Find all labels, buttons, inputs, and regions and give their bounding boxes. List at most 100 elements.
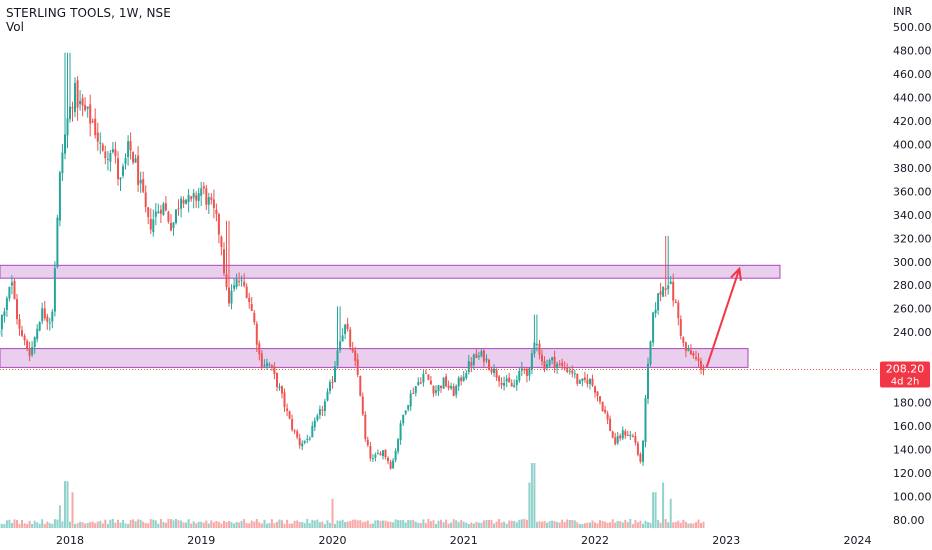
volume-bar: [16, 520, 18, 528]
candle: [48, 317, 51, 331]
x-axis: 2018 2019 2020 2021 2022 2023 2024: [56, 534, 872, 547]
x-tick-label: 2024: [844, 534, 872, 547]
candle: [349, 326, 352, 350]
candle: [649, 340, 652, 367]
volume-bar: [682, 519, 685, 528]
candle: [495, 368, 498, 381]
candle: [437, 384, 440, 396]
candle: [117, 151, 119, 186]
volume-bar: [528, 482, 531, 528]
candle: [258, 340, 261, 361]
candle: [667, 235, 670, 295]
candle: [472, 353, 475, 370]
volume-bar: [10, 523, 13, 528]
zone-support: [0, 348, 749, 368]
volume-bar: [81, 522, 84, 528]
candle: [162, 202, 165, 216]
candle: [513, 379, 516, 388]
volume-bar: [394, 519, 397, 528]
volume-bar: [301, 521, 304, 528]
candle: [596, 391, 599, 402]
volume-bar: [66, 481, 69, 528]
volume-bar: [159, 519, 162, 528]
volume-bar: [339, 520, 342, 528]
volume-bar: [409, 520, 412, 528]
volume-bar: [445, 519, 448, 528]
volume-bar: [689, 523, 692, 528]
volume-bar: [139, 519, 142, 528]
candle: [149, 208, 152, 234]
x-tick-label: 2019: [187, 534, 215, 547]
volume-bar: [599, 520, 601, 528]
candle: [270, 364, 273, 371]
candlestick-series: [0, 52, 705, 470]
volume-bar: [594, 522, 596, 528]
candle: [172, 222, 175, 236]
candle: [445, 373, 448, 388]
volume-bar: [452, 519, 455, 528]
candle: [397, 437, 400, 455]
volume-bar: [626, 522, 629, 528]
volume-bar: [187, 519, 190, 528]
candle: [177, 199, 180, 216]
y-axis: INR 80.00 100.00 120.00 140.00 160.00 180.00 24…: [893, 5, 932, 527]
volume-bar: [634, 520, 637, 528]
volume-bar: [455, 520, 458, 528]
volume-bar: [127, 523, 130, 528]
y-tick-label: 440.00: [893, 91, 932, 104]
candle: [308, 436, 311, 441]
y-tick-label: 480.00: [893, 45, 932, 58]
candle: [672, 273, 675, 307]
volume-bar: [235, 521, 238, 528]
volume-bar: [288, 523, 291, 528]
x-tick-label: 2023: [712, 534, 740, 547]
volume-bar: [402, 520, 405, 528]
candle: [450, 382, 453, 390]
last-price-value: 208.20: [886, 363, 925, 376]
volume-bar: [568, 520, 571, 528]
candle: [346, 317, 349, 332]
candle: [695, 350, 697, 361]
candle: [382, 449, 384, 460]
candle: [702, 364, 705, 376]
volume-bar: [341, 519, 344, 528]
volume-indicator-label[interactable]: Vol: [6, 20, 24, 34]
candle: [647, 357, 649, 405]
candle: [89, 94, 92, 137]
candle: [159, 205, 162, 224]
volume-bar: [157, 523, 160, 528]
volume-bar: [475, 521, 478, 528]
candle: [493, 364, 495, 377]
volume-bar: [412, 519, 415, 528]
volume-bar: [230, 522, 233, 528]
volume-bar: [101, 523, 104, 528]
volume-bar: [639, 520, 642, 528]
candle: [498, 374, 501, 387]
candle: [119, 177, 122, 191]
volume-bar: [419, 523, 422, 528]
candle: [467, 354, 470, 375]
volume-bar: [33, 520, 36, 528]
candle: [462, 371, 465, 382]
volume-bar: [258, 522, 261, 528]
candle: [581, 378, 584, 387]
candle: [129, 132, 132, 160]
volume-bar: [518, 519, 521, 528]
volume-bar: [530, 463, 533, 528]
volume-bar: [488, 519, 490, 528]
volume-bar: [162, 522, 165, 528]
volume-bar: [606, 522, 609, 528]
candle: [164, 196, 167, 212]
volume-bar: [659, 522, 662, 528]
volume-bar: [611, 519, 614, 528]
candle: [525, 367, 528, 383]
volume-bar: [313, 520, 316, 528]
candle: [440, 385, 442, 393]
volume-bar: [573, 520, 576, 528]
volume-bar: [223, 520, 225, 528]
volume-bar: [202, 522, 205, 528]
volume-bar: [457, 522, 460, 528]
candle: [66, 52, 69, 149]
